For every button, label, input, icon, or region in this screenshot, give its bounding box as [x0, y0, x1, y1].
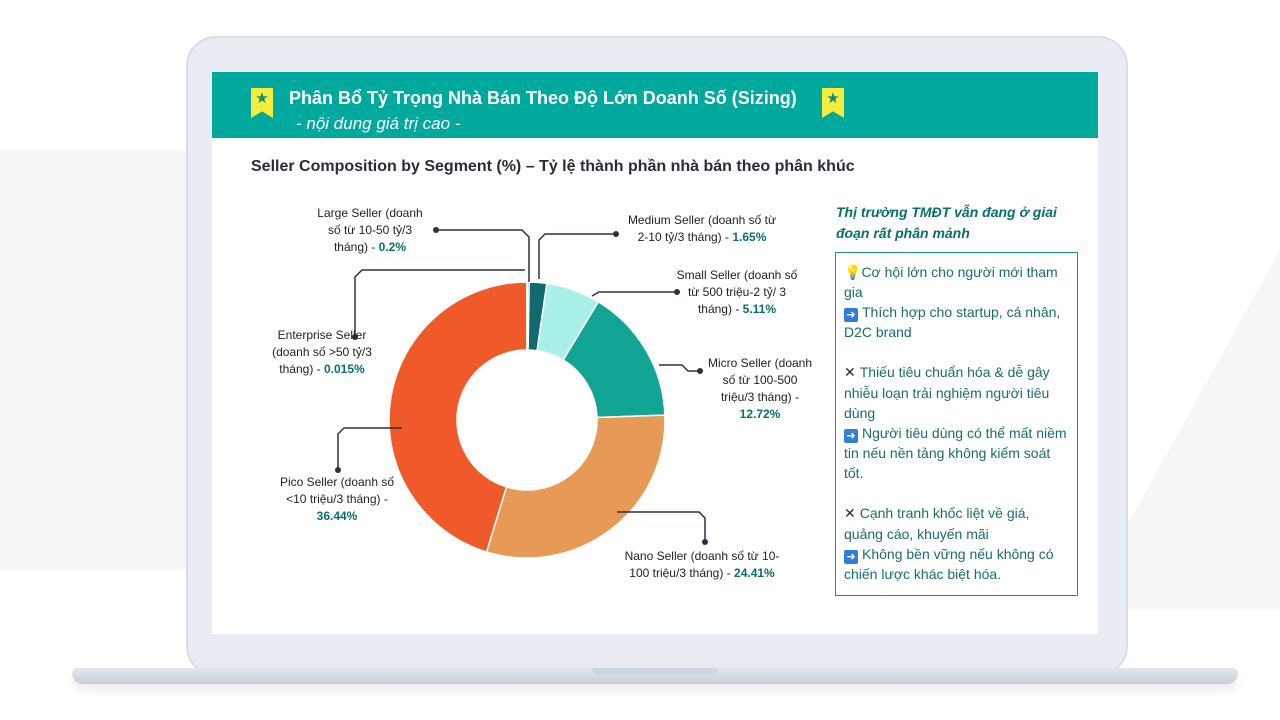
right-arrow-icon: ➜ — [844, 308, 858, 322]
leader-line-nano-seller — [617, 511, 706, 542]
leader-line-pico-seller — [337, 427, 402, 470]
data-label-medium-seller: Medium Seller (doanh số từ 2-10 tỷ/3 thán… — [617, 212, 787, 246]
slice-nano-seller — [485, 414, 666, 559]
insight-item: ➜ Thích hợp cho startup, cá nhân, D2C bra… — [844, 302, 1069, 342]
star-icon: ★ — [255, 89, 269, 107]
leader-dot-medium-seller — [613, 231, 619, 237]
insight-item: ✕ Cạnh tranh khốc liệt về giá, quảng cáo,… — [844, 503, 1069, 544]
slice-pico-seller — [388, 281, 528, 553]
data-label-value-line: tháng) - 5.11% — [697, 302, 777, 316]
data-label-line: Enterprise Seller — [277, 328, 367, 342]
leader-line-micro-seller — [659, 364, 700, 372]
title-banner: ★ Phân Bổ Tỷ Trọng Nhà Bán Theo Độ Lớn D… — [212, 72, 1098, 138]
data-label-line: từ 500 triệu-2 tỷ/ 3 — [687, 285, 787, 299]
slice-enterprise-seller — [526, 281, 529, 351]
chart-title: Seller Composition by Segment (%) – Tỷ l… — [251, 158, 855, 175]
data-label-enterprise-seller: Enterprise Seller (doanh số >50 tỷ/3 tháng… — [252, 327, 392, 378]
right-arrow-icon: ➜ — [844, 429, 858, 443]
insight-text: Cạnh tranh khốc liệt về giá, quảng cáo, … — [844, 505, 1030, 542]
data-label-value: 0.015% — [324, 362, 365, 376]
data-label-line: Medium Seller (doanh số từ — [627, 213, 777, 227]
data-label-pico-seller: Pico Seller (doanh số <10 triệu/3 tháng) … — [252, 474, 422, 525]
bookmark-badge: ★ — [251, 88, 273, 118]
laptop-base — [72, 668, 1238, 684]
data-label-line: Small Seller (doanh số — [676, 268, 798, 282]
data-label-line: Large Seller (doanh — [317, 206, 423, 220]
data-label-line: (doanh số >50 tỷ/3 — [272, 345, 372, 359]
data-label-line: số từ 100-500 — [722, 373, 798, 387]
insight-text: Cơ hội lớn cho người mới tham gia — [844, 264, 1058, 300]
cross-mark-icon: ✕ — [844, 365, 856, 381]
insight-text: Không bền vững nếu không có chiến lược k… — [844, 546, 1054, 582]
data-label-value: 36.44% — [316, 509, 358, 523]
data-label-nano-seller: Nano Seller (doanh số từ 10- 100 triệu/3 … — [617, 548, 787, 582]
lightbulb-icon: 💡 — [844, 264, 862, 280]
right-arrow-icon: ➜ — [844, 550, 858, 564]
insight-item: ➜ Không bền vững nếu không có chiến lược … — [844, 544, 1069, 584]
data-label-line: Nano Seller (doanh số từ 10- — [624, 549, 780, 563]
data-label-value-line: 36.44% — [252, 508, 422, 525]
leader-line-small-seller — [591, 291, 677, 297]
data-label-value-line: tháng) - 0.2% — [333, 240, 407, 254]
data-label-value: 0.2% — [378, 240, 407, 254]
insight-text: Thiếu tiêu chuẩn hóa & dễ gây nhiễu loạn… — [844, 364, 1050, 421]
data-label-value-line: 100 triệu/3 tháng) - 24.41% — [629, 566, 775, 580]
data-label-value: 5.11% — [742, 302, 777, 316]
data-label-value-line: 2-10 tỷ/3 tháng) - 1.65% — [637, 230, 767, 244]
leader-dot-small-seller — [674, 289, 680, 295]
side-heading: Thị trường TMĐT vẫn đang ở giai đoạn rất… — [836, 204, 1057, 241]
spacer — [844, 483, 1069, 503]
data-label-micro-seller: Micro Seller (doanh số từ 100-500 triệu/3 … — [700, 355, 820, 423]
data-label-line: Micro Seller (doanh — [707, 356, 813, 370]
leader-dot-micro-seller — [697, 368, 703, 374]
leader-line-large-seller — [436, 229, 530, 282]
data-label-value: 1.65% — [732, 230, 767, 244]
data-label-value: 24.41% — [734, 566, 775, 580]
insight-text: Người tiêu dùng có thể mất niềm tin nếu … — [844, 425, 1067, 481]
leader-dot-enterprise-seller — [352, 334, 358, 340]
data-label-value-line: 12.72% — [700, 406, 820, 423]
leader-dot-pico-seller — [335, 467, 341, 473]
leader-line-medium-seller — [538, 233, 616, 279]
donut-chart — [335, 227, 708, 559]
spacer — [844, 342, 1069, 362]
data-label-line: số từ 10-50 tỷ/3 — [327, 223, 413, 237]
data-label-value: 12.72% — [739, 407, 781, 421]
data-label-line: <10 triệu/3 tháng) - — [286, 492, 388, 506]
star-icon: ★ — [826, 89, 840, 107]
data-label-large-seller: Large Seller (doanh số từ 10-50 tỷ/3 tháng… — [300, 205, 440, 256]
insight-box: 💡Cơ hội lớn cho người mới tham gia ➜ Thích… — [835, 252, 1078, 596]
data-label-line: Pico Seller (doanh số — [279, 475, 395, 489]
leader-line-enterprise-seller — [354, 269, 525, 337]
data-label-value-line: tháng) - 0.015% — [279, 362, 365, 376]
cross-mark-icon: ✕ — [844, 506, 856, 522]
slide-screen: ★ Phân Bổ Tỷ Trọng Nhà Bán Theo Độ Lớn D… — [212, 72, 1098, 634]
leader-dot-large-seller — [433, 227, 439, 233]
data-label-small-seller: Small Seller (doanh số từ 500 triệu-2 tỷ/… — [672, 267, 802, 318]
banner-title: Phân Bổ Tỷ Trọng Nhà Bán Theo Độ Lớn Doa… — [289, 88, 797, 108]
banner-subtitle: - nội dung giá trị cao - — [296, 114, 461, 133]
insight-text: Thích hợp cho startup, cá nhân, D2C bran… — [844, 304, 1061, 340]
insight-item: ➜ Người tiêu dùng có thể mất niềm tin nếu… — [844, 423, 1069, 483]
insight-item: 💡Cơ hội lớn cho người mới tham gia — [844, 262, 1069, 302]
leader-dot-nano-seller — [702, 539, 708, 545]
insight-item: ✕ Thiếu tiêu chuẩn hóa & dễ gây nhiễu loạ… — [844, 362, 1069, 423]
bookmark-badge: ★ — [822, 88, 844, 118]
data-label-line: triệu/3 tháng) - — [720, 390, 800, 404]
